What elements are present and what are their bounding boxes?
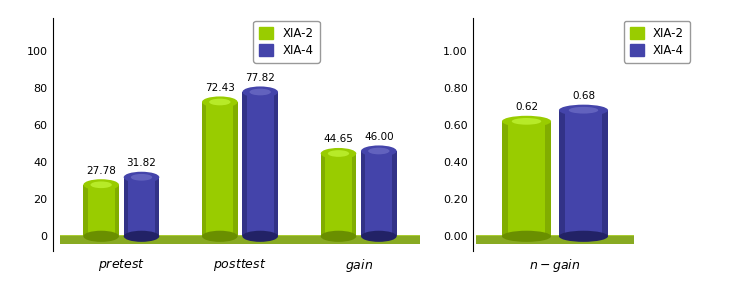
Text: 77.82: 77.82 — [245, 73, 275, 83]
Text: 0.62: 0.62 — [515, 102, 538, 112]
Bar — [202, 102, 206, 236]
Bar — [242, 92, 278, 236]
Ellipse shape — [124, 172, 159, 183]
Ellipse shape — [559, 105, 608, 116]
Ellipse shape — [91, 181, 112, 188]
Ellipse shape — [512, 118, 542, 125]
Bar — [361, 151, 397, 236]
Bar — [274, 92, 278, 236]
Bar — [502, 121, 551, 236]
Ellipse shape — [83, 231, 119, 242]
Ellipse shape — [321, 148, 356, 159]
Bar — [502, 121, 508, 236]
Bar — [559, 110, 608, 236]
Bar — [476, 236, 634, 244]
Bar — [83, 185, 88, 236]
Text: 46.00: 46.00 — [364, 132, 394, 142]
Text: 27.78: 27.78 — [86, 166, 116, 175]
Text: 31.82: 31.82 — [127, 158, 157, 168]
Ellipse shape — [202, 231, 238, 242]
Ellipse shape — [368, 148, 389, 154]
Bar — [361, 151, 365, 236]
Ellipse shape — [209, 99, 230, 105]
Ellipse shape — [328, 150, 350, 157]
Ellipse shape — [559, 231, 608, 242]
Bar — [124, 177, 128, 236]
Bar — [392, 151, 397, 236]
Bar — [155, 177, 159, 236]
Ellipse shape — [242, 86, 278, 98]
Ellipse shape — [250, 89, 271, 95]
Bar — [115, 185, 119, 236]
Bar — [321, 154, 325, 236]
Text: 44.65: 44.65 — [323, 134, 353, 144]
Bar — [476, 235, 634, 236]
Ellipse shape — [502, 116, 551, 127]
Bar — [545, 121, 551, 236]
Ellipse shape — [202, 96, 238, 107]
Bar — [124, 177, 159, 236]
Bar — [352, 154, 356, 236]
Legend: XIA-2, XIA-4: XIA-2, XIA-4 — [623, 21, 690, 62]
Text: 0.68: 0.68 — [572, 91, 595, 101]
Bar — [59, 235, 421, 236]
Legend: XIA-2, XIA-4: XIA-2, XIA-4 — [254, 21, 320, 62]
Bar — [83, 185, 119, 236]
Ellipse shape — [321, 231, 356, 242]
Bar — [59, 236, 421, 244]
Bar — [202, 102, 238, 236]
Ellipse shape — [502, 231, 551, 242]
Ellipse shape — [130, 174, 152, 181]
Text: 72.43: 72.43 — [205, 83, 235, 93]
Ellipse shape — [361, 231, 397, 242]
Bar — [602, 110, 608, 236]
Bar — [233, 102, 238, 236]
Ellipse shape — [83, 179, 119, 190]
Ellipse shape — [124, 231, 159, 242]
Ellipse shape — [242, 231, 278, 242]
Bar — [242, 92, 247, 236]
Bar — [559, 110, 565, 236]
Bar — [321, 154, 356, 236]
Ellipse shape — [361, 145, 397, 157]
Ellipse shape — [568, 107, 598, 114]
